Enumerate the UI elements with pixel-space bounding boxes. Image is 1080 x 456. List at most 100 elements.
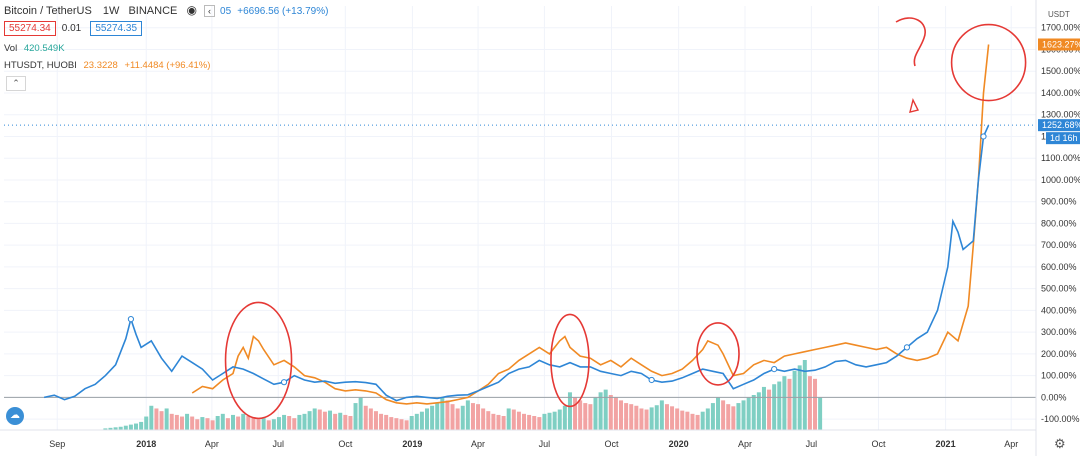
volume-bar — [588, 404, 593, 430]
countdown-label: 1d 16h — [1050, 133, 1078, 143]
volume-bar — [782, 376, 787, 430]
main-last-tag — [1038, 119, 1080, 132]
volume-bar — [287, 416, 292, 430]
event-marker[interactable] — [280, 379, 288, 386]
volume-bar — [154, 408, 159, 430]
compare-last-tag — [1038, 38, 1080, 51]
volume-bar — [231, 414, 236, 430]
volume-bar — [363, 405, 368, 430]
y-tick-label: 900.00% — [1041, 197, 1077, 207]
volume-bar — [557, 409, 562, 430]
volume-bar — [322, 411, 327, 430]
volume-bar — [537, 417, 542, 430]
volume-bar — [297, 414, 302, 430]
volume-bar — [792, 370, 797, 430]
volume-bar — [251, 417, 256, 430]
symbol-header[interactable]: Bitcoin / TetherUS 1W BINANCE ◉ ‹ 05 +66… — [4, 3, 328, 17]
y-tick-label: 1300.00% — [1041, 110, 1080, 120]
ask-price[interactable]: 55274.35 — [90, 21, 143, 36]
volume-bar — [358, 397, 363, 430]
volume-bar — [721, 400, 726, 430]
annotation-circle — [696, 322, 740, 386]
main-last-label: 1252.68% — [1042, 120, 1080, 130]
volume-bar — [450, 404, 455, 430]
volume-bar — [465, 400, 470, 430]
x-tick-label: Jul — [539, 439, 551, 449]
bid-price[interactable]: 55274.34 — [4, 21, 56, 36]
volume-bar — [680, 410, 685, 430]
event-marker[interactable] — [771, 366, 778, 373]
volume-bar — [481, 408, 486, 430]
annotation-circle — [950, 23, 1027, 102]
time-axis[interactable]: Sep 2018 Apr Jul Oct 2019 Apr Jul Oct 2020 Apr Jul O… — [0, 429, 1036, 449]
series-line-btcusdt — [43, 124, 990, 402]
volume-bar — [567, 392, 572, 430]
compare-value: 23.3228 — [83, 60, 118, 71]
y-tick-label: 0.00% — [1041, 392, 1067, 402]
event-marker[interactable] — [980, 133, 987, 140]
x-tick-label: Apr — [205, 439, 219, 449]
volume-bar — [271, 419, 276, 430]
x-tick-label: Oct — [871, 439, 886, 449]
interval-label[interactable]: 1W — [102, 5, 120, 17]
volume-bar — [123, 425, 128, 430]
volume-bar — [664, 404, 669, 430]
volume-bar — [761, 386, 766, 430]
cloud-icon[interactable]: ☁ — [6, 407, 24, 425]
volume-bar — [613, 397, 618, 430]
y-tick-label: 300.00% — [1041, 327, 1077, 337]
collapse-legend-button[interactable]: ⌃ — [6, 76, 26, 91]
chevron-left-icon[interactable]: ‹ — [203, 5, 215, 17]
volume-bar — [527, 414, 532, 430]
symbol-name[interactable]: Bitcoin / TetherUS — [4, 5, 92, 17]
volume-bar — [103, 428, 108, 430]
volume-bar — [409, 416, 414, 430]
event-marker[interactable] — [648, 376, 655, 384]
x-tick-label: Sep — [49, 439, 65, 449]
volume-bar — [511, 409, 516, 430]
volume-bar — [348, 416, 353, 430]
grid — [4, 6, 1036, 430]
volume-bar — [430, 405, 435, 430]
volume-bar — [425, 408, 430, 430]
volume-bar — [751, 395, 756, 430]
volume-bar — [603, 389, 608, 430]
volume-bar — [562, 405, 567, 430]
gear-icon[interactable]: ⚙ — [1054, 436, 1066, 451]
price-axis[interactable]: -100.00% 0.00% 100.00% 200.00% 300.00% 400.00… — [1035, 0, 1080, 456]
volume-bar — [317, 409, 322, 430]
volume-bar — [629, 404, 634, 430]
volume-bar — [491, 413, 496, 430]
x-tick-label: 2021 — [936, 439, 956, 449]
volume-bar — [353, 403, 358, 430]
volume-bar — [516, 411, 521, 430]
volume-legend[interactable]: Vol 420.549K — [4, 43, 65, 54]
volume-bar — [333, 413, 338, 430]
volume-bar — [578, 400, 583, 430]
y-tick-label: 600.00% — [1041, 262, 1077, 272]
volume-bar — [445, 400, 450, 430]
volume-bar — [552, 411, 557, 430]
volume-bar — [787, 378, 792, 430]
event-marker[interactable] — [903, 344, 911, 351]
compare-legend[interactable]: HTUSDT, HUOBI 23.3228 +11.4484 (+96.41%) — [4, 60, 210, 71]
volume-bar — [486, 411, 491, 430]
volume-bar — [338, 412, 343, 430]
volume-bar — [532, 416, 537, 430]
volume-bar — [292, 418, 297, 430]
eye-icon[interactable]: ◉ — [186, 3, 197, 17]
event-marker[interactable] — [127, 316, 135, 323]
x-tick-label: 2019 — [402, 439, 422, 449]
hand-drawn-annotations — [224, 17, 1027, 420]
y-tick-label: 1700.00% — [1041, 23, 1080, 33]
x-tick-label: 2018 — [136, 439, 156, 449]
x-tick-label: 2020 — [669, 439, 689, 449]
volume-bar — [542, 413, 547, 430]
volume-bar — [190, 416, 195, 430]
main-change: +6696.56 (+13.79%) — [237, 6, 329, 17]
volume-bar — [328, 410, 333, 430]
volume-bar — [389, 417, 394, 430]
volume-bar — [685, 411, 690, 430]
volume-bar — [307, 411, 312, 430]
